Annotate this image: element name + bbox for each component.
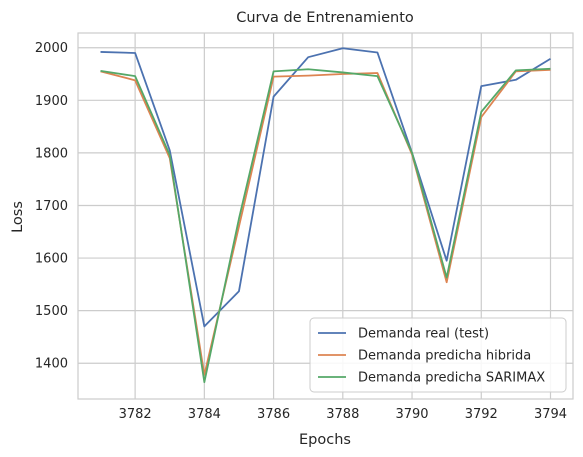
x-tick-label: 3788: [326, 407, 359, 422]
plot-area-frame: [77, 32, 574, 400]
y-tick-label: 1400: [35, 357, 68, 372]
x-tick-label: 3794: [534, 407, 567, 422]
series-line-1: [100, 47, 551, 328]
legend: Demanda real (test) Demanda predicha hibr…: [309, 317, 567, 393]
legend-label: Demanda predicha SARIMAX: [358, 371, 545, 386]
y-tick-label: 1600: [35, 252, 68, 267]
chart-title: Curva de Entrenamiento: [236, 10, 414, 26]
grid: [78, 33, 573, 399]
x-tick-label: 3782: [119, 407, 152, 422]
y-tick-label: 2000: [35, 41, 68, 56]
x-axis-ticks: 3782 3784 3786 3788 3790 3792 3794: [119, 407, 567, 422]
y-tick-label: 1800: [35, 146, 68, 161]
x-tick-label: 3784: [188, 407, 221, 422]
legend-label: Demanda predicha hibrida: [358, 349, 531, 364]
x-tick-label: 3786: [257, 407, 290, 422]
legend-label: Demanda real (test): [358, 327, 489, 342]
y-axis-ticks: 1400 1500 1600 1700 1800 1900 2000: [35, 41, 68, 372]
x-axis-label: Epochs: [299, 432, 351, 448]
x-tick-label: 3790: [395, 407, 428, 422]
x-tick-label: 3792: [465, 407, 498, 422]
y-axis-label: Loss: [10, 201, 26, 233]
series-line-3: [100, 67, 551, 384]
y-tick-label: 1900: [35, 94, 68, 109]
y-tick-label: 1500: [35, 304, 68, 319]
legend-box: [309, 317, 567, 393]
series-lines: [100, 47, 551, 384]
y-tick-label: 1700: [35, 199, 68, 214]
